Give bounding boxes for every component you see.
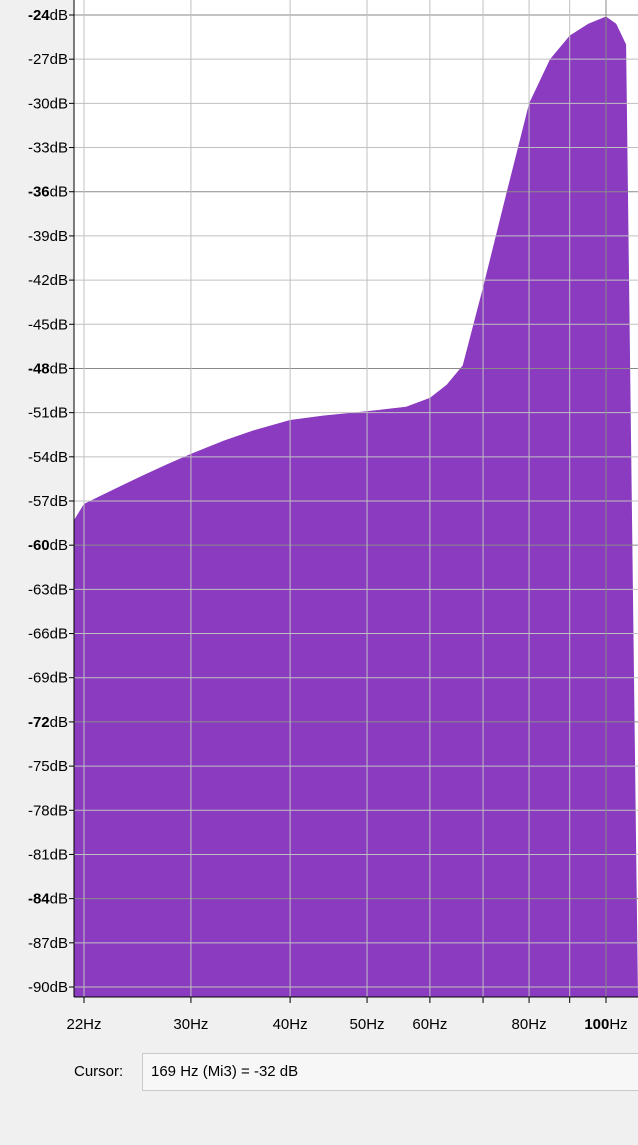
x-tick-label: 50Hz [350, 1016, 385, 1033]
cursor-value: 169 Hz (Mi3) = -32 dB [151, 1063, 299, 1080]
cursor-value-field: 169 Hz (Mi3) = -32 dB [142, 1053, 638, 1091]
y-tick-label: -78dB [28, 802, 68, 819]
y-tick-label: -27dB [28, 51, 68, 68]
y-tick-label: -48dB [28, 360, 68, 377]
y-tick-label: -42dB [28, 272, 68, 289]
spectrum-area [74, 16, 638, 997]
y-tick-label: -66dB [28, 626, 68, 643]
x-tick-label: 100Hz [584, 1016, 627, 1033]
spectrum-plot[interactable]: -24dB -27dB -30dB -33dB -36dB -39dB -42dB -45dB… [0, 0, 638, 1052]
y-tick-label: -75dB [28, 758, 68, 775]
y-tick-label: -90dB [28, 979, 68, 996]
y-tick-label: -63dB [28, 581, 68, 598]
y-tick-label: -39dB [28, 228, 68, 245]
y-tick-label: -72dB [28, 714, 68, 731]
y-tick-label: -24dB [28, 7, 68, 24]
y-tick-label: -87dB [28, 935, 68, 952]
cursor-label: Cursor: [74, 1063, 124, 1080]
x-tick-label: 22Hz [66, 1016, 101, 1033]
y-tick-label: -36dB [28, 184, 68, 201]
x-tick-label: 40Hz [273, 1016, 308, 1033]
grid [74, 0, 638, 997]
y-tick-label: -54dB [28, 449, 68, 466]
y-tick-label: -57dB [28, 493, 68, 510]
y-tick-label: -69dB [28, 670, 68, 687]
y-tick-label: -30dB [28, 95, 68, 112]
x-tick-label: 60Hz [412, 1016, 447, 1033]
y-tick-label: -33dB [28, 140, 68, 157]
y-tick-label: -60dB [28, 537, 68, 554]
y-tick-label: -81dB [28, 846, 68, 863]
y-tick-label: -84dB [28, 891, 68, 908]
x-tick-label: 30Hz [173, 1016, 208, 1033]
y-tick-label: -51dB [28, 405, 68, 422]
cursor-readout: Cursor: 169 Hz (Mi3) = -32 dB [0, 1052, 638, 1092]
x-tick-label: 80Hz [512, 1016, 547, 1033]
y-tick-label: -45dB [28, 316, 68, 333]
